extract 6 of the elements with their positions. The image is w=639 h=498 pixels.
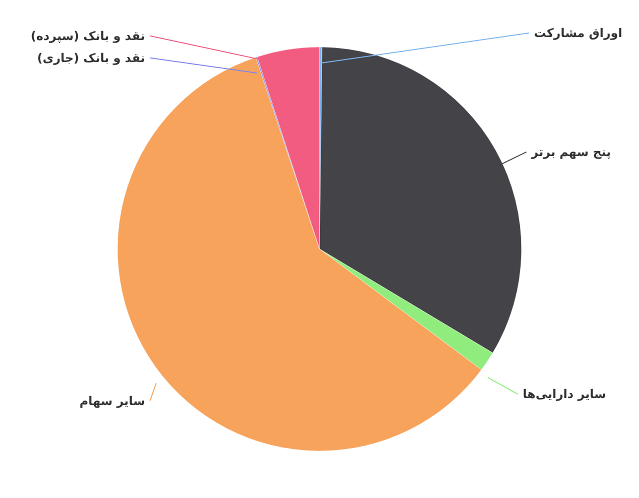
slice-label: سایر سهام [80, 394, 145, 408]
slice-label: سایر دارایی‌ها [522, 387, 606, 402]
slice-label: اوراق مشارکت [534, 26, 622, 40]
slice-label: پنج سهم برتر [530, 144, 611, 159]
slice-label: نقد و بانک (سپرده) [30, 28, 145, 43]
slice-label: نقد و بانک (جاری) [37, 50, 145, 65]
